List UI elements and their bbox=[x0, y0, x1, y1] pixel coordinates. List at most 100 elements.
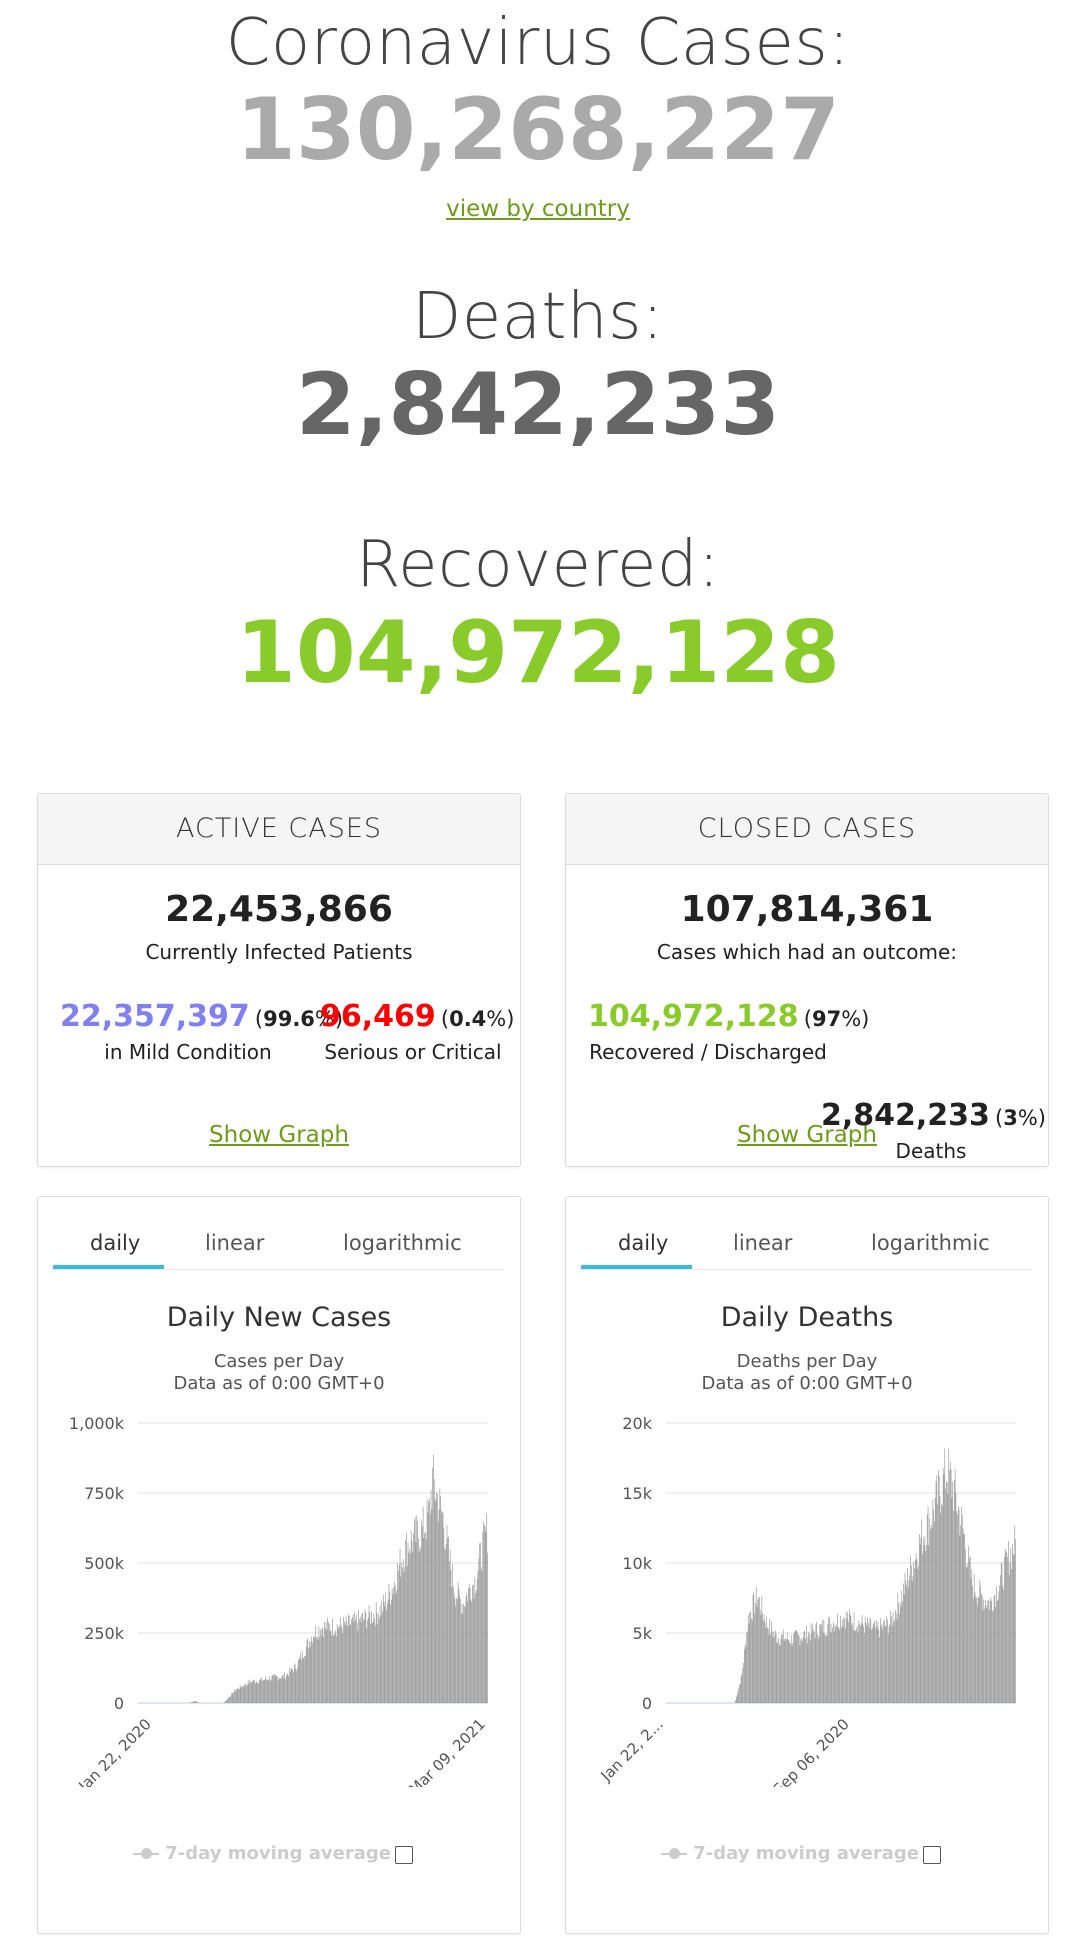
deaths-bar bbox=[827, 1624, 829, 1703]
serious-pct: 0.4 bbox=[449, 1007, 487, 1031]
cases-bar bbox=[376, 1612, 378, 1703]
cases-bar bbox=[264, 1679, 266, 1703]
cases-bar bbox=[281, 1677, 282, 1703]
cases-bar bbox=[271, 1675, 273, 1703]
deaths-bar bbox=[960, 1525, 961, 1703]
cases-bar bbox=[416, 1515, 418, 1703]
cases-bar bbox=[395, 1593, 397, 1703]
active-show-graph-link[interactable]: Show Graph bbox=[209, 1122, 349, 1148]
cases-bar bbox=[480, 1542, 481, 1703]
deaths-bar bbox=[814, 1638, 816, 1703]
view-by-country-link[interactable]: view by country bbox=[446, 196, 630, 222]
mild-label: in Mild Condition bbox=[104, 1040, 272, 1064]
tab-cases-linear[interactable]: linear bbox=[205, 1231, 265, 1255]
deaths-bar bbox=[977, 1596, 979, 1703]
cases-label: Coronavirus Cases: bbox=[225, 6, 851, 80]
deaths-bar bbox=[853, 1611, 855, 1703]
cases-bar bbox=[190, 1702, 192, 1703]
deaths-bar bbox=[757, 1599, 759, 1703]
deaths-bar bbox=[864, 1633, 865, 1703]
cases-moving-average-checkbox[interactable] bbox=[395, 1846, 413, 1864]
tab-cases-logarithmic[interactable]: logarithmic bbox=[343, 1231, 462, 1255]
cases-bar bbox=[437, 1521, 439, 1703]
cases-bar bbox=[363, 1618, 364, 1703]
cases-bar bbox=[192, 1701, 194, 1703]
cases-bar bbox=[330, 1629, 332, 1703]
cases-bar bbox=[273, 1674, 274, 1703]
closed-deaths-label: Deaths bbox=[895, 1139, 967, 1163]
deaths-bar bbox=[927, 1506, 929, 1703]
deaths-bar bbox=[950, 1469, 952, 1703]
deaths-moving-average-legend[interactable]: 7-day moving average bbox=[661, 1843, 919, 1864]
mild-stat: 22,357,397 (99.6%) bbox=[60, 999, 344, 1034]
cases-bar bbox=[359, 1616, 361, 1703]
deaths-bar bbox=[826, 1635, 828, 1703]
deaths-bar bbox=[872, 1624, 874, 1703]
cases-bar bbox=[346, 1620, 348, 1703]
deaths-bar bbox=[981, 1593, 982, 1703]
cases-bar bbox=[276, 1676, 278, 1703]
cases-bar bbox=[379, 1618, 380, 1703]
deaths-bar bbox=[735, 1700, 736, 1703]
cases-bar bbox=[429, 1514, 431, 1703]
deaths-bar bbox=[946, 1481, 947, 1703]
cases-bar bbox=[414, 1520, 415, 1703]
closed-show-graph-link[interactable]: Show Graph bbox=[737, 1122, 877, 1148]
deaths-bar bbox=[842, 1626, 844, 1703]
deaths-bar bbox=[822, 1632, 824, 1703]
deaths-bar bbox=[817, 1634, 818, 1703]
cases-bar bbox=[234, 1689, 235, 1703]
deaths-bar bbox=[821, 1619, 823, 1703]
deaths-bar bbox=[857, 1632, 859, 1703]
cases-bar bbox=[227, 1697, 229, 1703]
tab-deaths-daily[interactable]: daily bbox=[618, 1231, 669, 1255]
cases-bar bbox=[394, 1585, 396, 1703]
cases-bar bbox=[357, 1630, 359, 1703]
cases-bar bbox=[438, 1509, 440, 1703]
deaths-bar bbox=[980, 1586, 981, 1703]
deaths-bar bbox=[738, 1688, 740, 1703]
deaths-bar bbox=[1001, 1563, 1003, 1703]
cases-bar bbox=[481, 1571, 483, 1703]
deaths-bar bbox=[867, 1617, 868, 1703]
cases-moving-average-legend[interactable]: 7-day moving average bbox=[133, 1843, 391, 1864]
deaths-bar bbox=[973, 1573, 975, 1703]
deaths-bar bbox=[854, 1630, 856, 1703]
cases-bar bbox=[240, 1687, 242, 1703]
cases-bar bbox=[408, 1552, 410, 1703]
deaths-bar bbox=[856, 1628, 857, 1703]
deaths-bar bbox=[918, 1565, 919, 1703]
deaths-bar bbox=[947, 1494, 949, 1703]
cases-chart-title: Daily New Cases bbox=[166, 1302, 392, 1333]
deaths-bar bbox=[965, 1566, 967, 1703]
cases-bar bbox=[381, 1601, 383, 1703]
cases-bar bbox=[245, 1684, 247, 1703]
cases-bar bbox=[466, 1592, 468, 1703]
cases-bar bbox=[423, 1537, 425, 1703]
cases-bar bbox=[236, 1688, 238, 1703]
cases-bar bbox=[433, 1454, 434, 1703]
deaths-bar bbox=[864, 1616, 866, 1703]
serious-label: Serious or Critical bbox=[324, 1040, 502, 1064]
cases-bar bbox=[393, 1587, 395, 1703]
deaths-bar bbox=[825, 1634, 827, 1703]
tab-deaths-linear[interactable]: linear bbox=[733, 1231, 793, 1255]
tab-cases-daily[interactable]: daily bbox=[90, 1231, 141, 1255]
deaths-moving-average-checkbox[interactable] bbox=[923, 1846, 941, 1864]
cases-bar bbox=[368, 1604, 370, 1703]
cases-bar bbox=[328, 1623, 330, 1703]
cases-bar bbox=[364, 1609, 366, 1703]
cases-bar bbox=[342, 1633, 344, 1703]
cases-bar bbox=[311, 1636, 313, 1703]
cases-bar bbox=[308, 1648, 309, 1703]
cases-bar bbox=[399, 1548, 401, 1703]
cases-bar bbox=[270, 1679, 272, 1703]
cases-bar bbox=[421, 1520, 422, 1703]
deaths-bar bbox=[945, 1488, 946, 1703]
deaths-bar bbox=[748, 1623, 750, 1703]
tab-deaths-logarithmic[interactable]: logarithmic bbox=[871, 1231, 990, 1255]
cases-bar bbox=[324, 1621, 325, 1703]
deaths-bar bbox=[783, 1640, 785, 1703]
deaths-chart-subtitle-2: Data as of 0:00 GMT+0 bbox=[701, 1373, 913, 1394]
deaths-bar bbox=[862, 1623, 864, 1703]
